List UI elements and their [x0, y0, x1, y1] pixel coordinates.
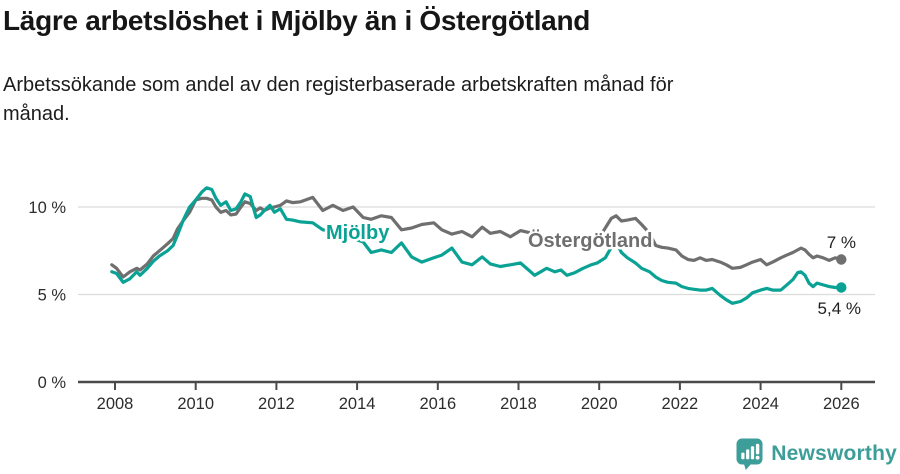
series-line-mjolby [110, 186, 843, 305]
y-axis-tick-label: 0 % [38, 374, 67, 392]
x-axis-tick-label: 2016 [419, 395, 456, 413]
series-end-dot-mjolby [836, 282, 847, 293]
y-axis-tick-label: 5 % [38, 287, 67, 305]
x-axis-tick-label: 2018 [500, 395, 537, 413]
x-axis-tick-label: 2014 [339, 395, 376, 413]
unemployment-line-chart: 0 % 5 % 10 % 2008 2010 2012 2014 2016 2018 2020 20… [28, 186, 875, 413]
x-axis-tick-label: 2020 [581, 395, 618, 413]
logo-exclamation-dot [755, 455, 760, 460]
newsworthy-brand-link[interactable]: Newsworthy [736, 437, 897, 471]
x-axis-tick-label: 2008 [97, 395, 134, 413]
line-chart: 0 % 5 % 10 % 2008 2010 2012 2014 2016 2018 2020 20… [0, 170, 900, 425]
logo-bar-small [741, 452, 745, 460]
x-axis-tick-label: 2024 [742, 395, 779, 413]
series-end-dot-ostergotland [836, 254, 847, 265]
x-axis-tick-label: 2012 [258, 395, 295, 413]
series-label-mjolby: Mjölby [326, 222, 390, 244]
logo-exclamation-bar [756, 443, 760, 455]
chart-subtitle: Arbetssökande som andel av den registerb… [3, 74, 674, 125]
series-end-label-ostergotland: 7 % [827, 233, 856, 252]
series-line-ostergotland [110, 195, 843, 279]
page-title: Lägre arbetslöshet i Mjölby än i Östergö… [3, 5, 591, 36]
logo-bar-medium [746, 449, 750, 460]
series-end-label-mjolby: 5,4 % [818, 299, 861, 318]
series-label-ostergotland: Östergötland [528, 229, 652, 252]
x-axis-tick-label: 2026 [823, 395, 860, 413]
logo-bar-large [751, 446, 755, 460]
x-axis-tick-label: 2022 [662, 395, 699, 413]
brand-name: Newsworthy [771, 442, 897, 465]
y-axis-tick-label: 10 % [28, 199, 66, 217]
x-axis-tick-label: 2010 [177, 395, 214, 413]
newsworthy-logo-icon [736, 438, 763, 470]
